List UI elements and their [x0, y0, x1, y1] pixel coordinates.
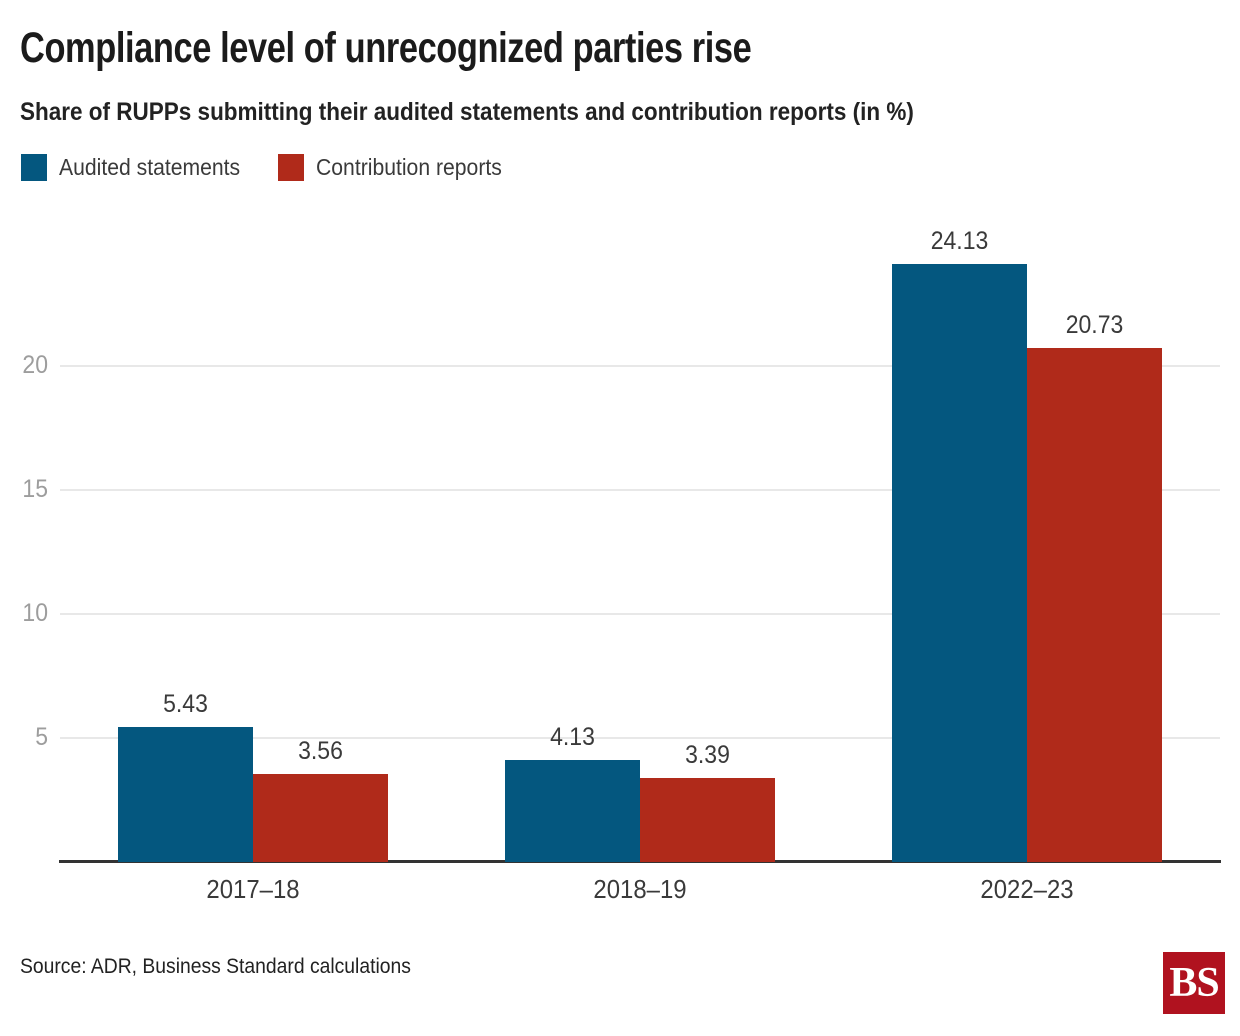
- page-title: Compliance level of unrecognized parties…: [20, 24, 752, 72]
- x-axis-category-label: 2018–19: [593, 874, 687, 904]
- chart-legend: Audited statements Contribution reports: [21, 154, 518, 181]
- bar-contribution-reports: [640, 777, 775, 862]
- bar-value-label: 3.56: [298, 736, 344, 765]
- legend-item-audited-statements: Audited statements: [21, 154, 256, 181]
- bar-value-label: 3.39: [685, 740, 730, 769]
- bar-audited-statements: [505, 759, 640, 862]
- legend-swatch-blue: [21, 154, 47, 181]
- legend-item-contribution-reports: Contribution reports: [277, 154, 518, 181]
- y-tick-label: 15: [22, 475, 48, 503]
- bar-value-label: 24.13: [930, 226, 988, 255]
- bar-value-label: 4.13: [550, 722, 595, 751]
- y-tick-label: 5: [35, 723, 48, 751]
- bar-audited-statements: [891, 263, 1027, 862]
- legend-swatch-red: [277, 154, 304, 181]
- bar-value-label: 5.43: [163, 690, 209, 719]
- legend-label: Audited statements: [59, 154, 241, 180]
- legend-label: Contribution reports: [315, 154, 502, 180]
- gridline-20: [60, 365, 1220, 367]
- bar-contribution-reports: [1026, 347, 1162, 862]
- gridline-15: [60, 489, 1220, 491]
- bar-audited-statements: [118, 727, 254, 862]
- bar-value-label: 20.73: [1065, 310, 1123, 339]
- y-tick-label: 10: [22, 599, 48, 627]
- bs-logo: BS: [1163, 952, 1225, 1014]
- source-note: Source: ADR, Business Standard calculati…: [20, 955, 411, 978]
- gridline-5: [60, 737, 1220, 739]
- gridline-10: [60, 613, 1220, 615]
- x-axis-category-label: 2017–18: [206, 874, 300, 904]
- y-tick-label: 20: [22, 351, 48, 379]
- chart-subtitle: Share of RUPPs submitting their audited …: [20, 98, 914, 126]
- bar-contribution-reports: [253, 773, 389, 862]
- x-axis-category-label: 2022–23: [980, 874, 1074, 904]
